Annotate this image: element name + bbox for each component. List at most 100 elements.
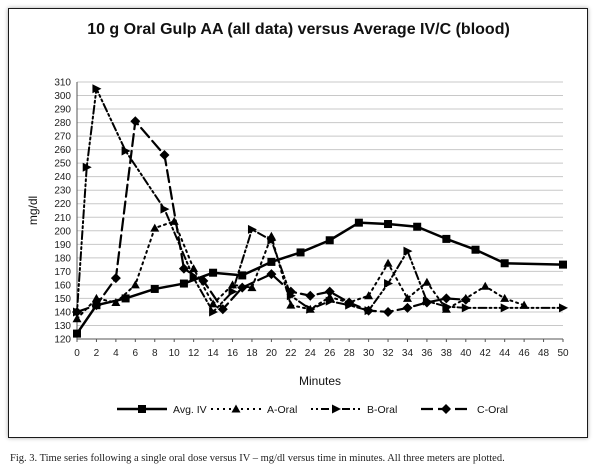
y-tick-label: 260 bbox=[54, 145, 71, 156]
data-point bbox=[72, 306, 82, 317]
data-point bbox=[121, 294, 130, 303]
legend-marker bbox=[441, 404, 451, 414]
data-point bbox=[92, 84, 102, 94]
x-tick-label: 4 bbox=[113, 348, 119, 359]
x-tick-label: 38 bbox=[441, 348, 453, 359]
data-point bbox=[238, 271, 247, 280]
data-point bbox=[267, 235, 277, 245]
data-point bbox=[198, 275, 209, 286]
legend-marker bbox=[231, 404, 241, 413]
data-point bbox=[325, 236, 334, 245]
data-point bbox=[228, 287, 238, 297]
data-point bbox=[208, 299, 218, 308]
data-point bbox=[500, 293, 510, 302]
x-tick-label: 8 bbox=[152, 348, 158, 359]
data-point bbox=[91, 300, 102, 311]
data-point bbox=[442, 234, 451, 243]
data-point bbox=[285, 286, 296, 297]
x-tick-label: 24 bbox=[305, 348, 317, 359]
data-point bbox=[441, 293, 452, 304]
x-tick-label: 6 bbox=[133, 348, 139, 359]
x-tick-label: 14 bbox=[208, 348, 220, 359]
data-point bbox=[121, 146, 131, 156]
y-tick-label: 310 bbox=[54, 78, 71, 89]
y-tick-label: 200 bbox=[54, 226, 71, 237]
data-point bbox=[442, 302, 452, 312]
series-avg-iv bbox=[73, 218, 567, 338]
data-point bbox=[363, 305, 374, 316]
y-tick-label: 140 bbox=[54, 307, 71, 318]
data-point bbox=[403, 246, 413, 256]
data-point bbox=[160, 204, 170, 214]
y-tick-label: 270 bbox=[54, 132, 71, 143]
y-tick-label: 280 bbox=[54, 118, 71, 129]
y-tick-label: 210 bbox=[54, 213, 71, 224]
x-tick-label: 30 bbox=[363, 348, 375, 359]
y-tick-label: 120 bbox=[54, 335, 71, 346]
data-point bbox=[150, 223, 160, 232]
x-tick-label: 46 bbox=[519, 348, 531, 359]
data-point bbox=[189, 273, 199, 283]
y-tick-label: 250 bbox=[54, 159, 71, 170]
x-tick-label: 16 bbox=[227, 348, 239, 359]
data-point bbox=[296, 248, 305, 257]
x-tick-label: 44 bbox=[499, 348, 511, 359]
data-point bbox=[500, 303, 510, 313]
x-tick-label: 32 bbox=[382, 348, 394, 359]
data-point bbox=[402, 293, 412, 302]
x-tick-label: 0 bbox=[74, 348, 80, 359]
data-point bbox=[325, 296, 335, 306]
data-point bbox=[354, 218, 363, 227]
data-point bbox=[383, 306, 394, 317]
data-point bbox=[471, 245, 480, 254]
data-point bbox=[421, 297, 432, 308]
figure-caption: Fig. 3. Time series following a single o… bbox=[10, 453, 505, 464]
data-point bbox=[267, 257, 276, 266]
data-point bbox=[247, 283, 257, 292]
data-point bbox=[209, 268, 218, 277]
data-point bbox=[324, 286, 335, 297]
data-point bbox=[402, 302, 413, 313]
data-point bbox=[217, 304, 228, 315]
data-point bbox=[305, 290, 316, 301]
x-tick-label: 26 bbox=[324, 348, 336, 359]
series-a-oral bbox=[72, 216, 529, 323]
y-tick-label: 190 bbox=[54, 240, 71, 251]
legend: Avg. IV A-Oral B-Oral C-Oral bbox=[117, 404, 508, 416]
series-line bbox=[76, 87, 564, 313]
data-point bbox=[344, 297, 355, 308]
data-point bbox=[189, 264, 199, 273]
data-point bbox=[364, 291, 374, 300]
data-point bbox=[159, 150, 170, 161]
y-axis-label: mg/dl bbox=[26, 196, 40, 225]
x-tick-label: 28 bbox=[344, 348, 356, 359]
y-tick-label: 220 bbox=[54, 199, 71, 210]
data-point bbox=[266, 269, 277, 280]
series-b-oral bbox=[73, 84, 568, 317]
x-tick-label: 50 bbox=[557, 348, 569, 359]
data-point bbox=[209, 307, 219, 317]
data-point bbox=[130, 280, 140, 289]
x-tick-label: 40 bbox=[460, 348, 472, 359]
data-point bbox=[179, 279, 188, 288]
y-tick-label: 180 bbox=[54, 253, 71, 264]
legend-label: Avg. IV bbox=[173, 404, 207, 416]
legend-marker bbox=[138, 405, 146, 413]
data-point bbox=[559, 303, 568, 313]
data-point bbox=[91, 293, 101, 302]
data-point bbox=[306, 304, 316, 314]
data-point bbox=[519, 300, 529, 309]
data-point bbox=[500, 259, 509, 268]
data-point bbox=[384, 279, 394, 289]
legend-label: C-Oral bbox=[477, 404, 508, 416]
y-tick-label: 160 bbox=[54, 280, 71, 291]
y-tick-label: 150 bbox=[54, 294, 71, 305]
data-point bbox=[247, 224, 257, 234]
data-point bbox=[413, 222, 422, 231]
y-tick-label: 130 bbox=[54, 321, 71, 332]
data-point bbox=[72, 314, 82, 323]
data-point bbox=[461, 303, 471, 313]
x-tick-label: 2 bbox=[94, 348, 100, 359]
data-point bbox=[237, 282, 248, 293]
legend-label: B-Oral bbox=[367, 404, 397, 416]
